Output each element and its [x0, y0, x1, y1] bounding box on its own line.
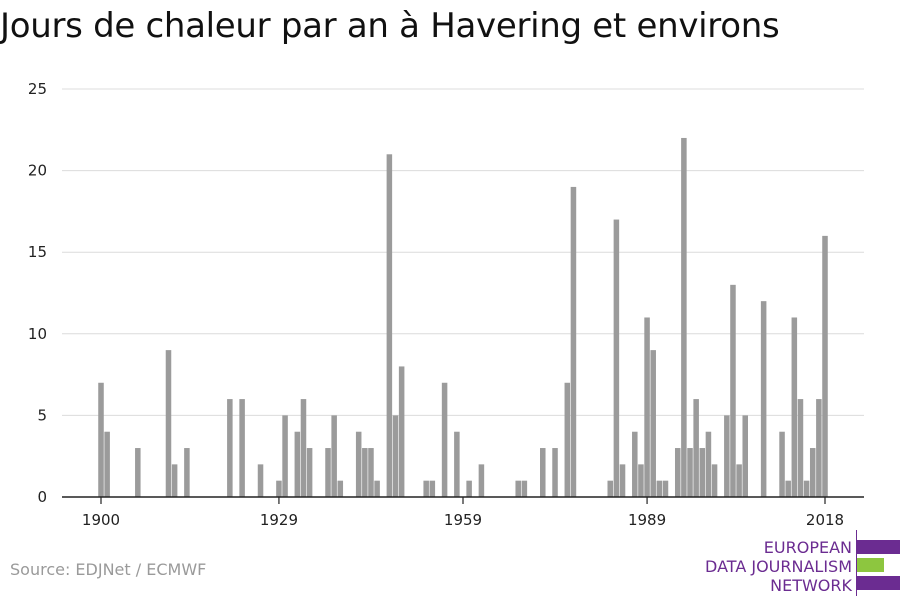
y-tick-label: 10 [28, 325, 47, 343]
bar [613, 219, 620, 497]
bar [227, 399, 233, 497]
bar [797, 399, 804, 497]
bar [693, 399, 699, 497]
logo-line-1: EUROPEAN [763, 538, 852, 557]
bar [478, 464, 485, 497]
bar [632, 431, 638, 497]
bar [730, 284, 736, 497]
bar [257, 464, 264, 497]
x-tick-label: 1929 [260, 511, 298, 529]
y-tick-label: 5 [37, 406, 47, 424]
bar [736, 464, 742, 497]
bar [760, 301, 767, 497]
logo-divider [856, 530, 857, 596]
y-tick-label: 20 [28, 162, 47, 180]
bar [674, 448, 681, 497]
bar [135, 448, 141, 497]
bar [441, 382, 448, 497]
bars [98, 137, 828, 498]
bar [171, 464, 178, 497]
bar [276, 480, 282, 497]
logo-line-3: NETWORK [770, 576, 852, 595]
logo-line-2: DATA JOURNALISM [705, 557, 852, 576]
bar [564, 382, 571, 497]
bar [521, 480, 528, 497]
bar [454, 431, 460, 497]
bar [803, 480, 810, 497]
bar [239, 399, 245, 497]
edjnet-logo: EUROPEAN DATA JOURNALISM NETWORK [700, 530, 900, 596]
bar [165, 350, 172, 497]
bar [644, 317, 650, 497]
bar [282, 415, 288, 497]
bar [779, 431, 785, 497]
bar [392, 415, 399, 497]
x-tick-label: 2018 [806, 511, 844, 529]
bar [184, 448, 190, 497]
bar [398, 366, 405, 497]
bar [724, 415, 730, 497]
x-tick-label: 1959 [444, 511, 482, 529]
bar [466, 480, 472, 497]
bar [681, 137, 687, 497]
bar [325, 448, 331, 497]
bar [638, 464, 644, 497]
logo-bar-purple-bottom [856, 576, 900, 590]
bar [656, 480, 663, 497]
x-axis-ticks: 1900 1929 1959 1989 2018 [82, 497, 844, 529]
bar [300, 399, 307, 497]
bar [306, 448, 313, 497]
bar [429, 480, 436, 497]
bar [423, 480, 429, 497]
bar [650, 350, 656, 497]
bar [104, 431, 110, 497]
y-tick-label: 25 [28, 80, 47, 98]
y-tick-label: 0 [37, 488, 47, 506]
source-note: Source: EDJNet / ECMWF [10, 560, 207, 579]
bar [374, 480, 380, 497]
bar [687, 448, 693, 497]
bar [362, 448, 368, 497]
bar [294, 431, 301, 497]
bar [368, 448, 374, 497]
bar [386, 154, 393, 497]
bar [809, 448, 816, 497]
bar [607, 480, 614, 497]
bar [662, 480, 669, 497]
bar [791, 317, 798, 497]
bar [699, 448, 706, 497]
bar [742, 415, 748, 497]
x-tick-label: 1989 [628, 511, 666, 529]
bar [337, 480, 344, 497]
y-axis-tick-labels: 0 5 10 15 20 25 [28, 80, 47, 506]
bar [822, 235, 828, 497]
bar [552, 448, 558, 497]
y-tick-label: 15 [28, 243, 47, 261]
bar [705, 431, 712, 497]
bar [619, 464, 626, 497]
bar [331, 415, 337, 497]
bar [711, 464, 718, 497]
bar [816, 399, 822, 497]
bar [570, 186, 577, 498]
bar [540, 448, 546, 497]
logo-bar-purple-top [856, 540, 900, 554]
bar [98, 382, 104, 497]
bar [785, 480, 791, 497]
gridlines [62, 88, 864, 416]
bar [355, 431, 362, 497]
chart-title: Jours de chaleur par an à Havering et en… [0, 6, 780, 46]
x-tick-label: 1900 [82, 511, 120, 529]
bar [515, 480, 521, 497]
logo-bar-green [856, 558, 900, 572]
